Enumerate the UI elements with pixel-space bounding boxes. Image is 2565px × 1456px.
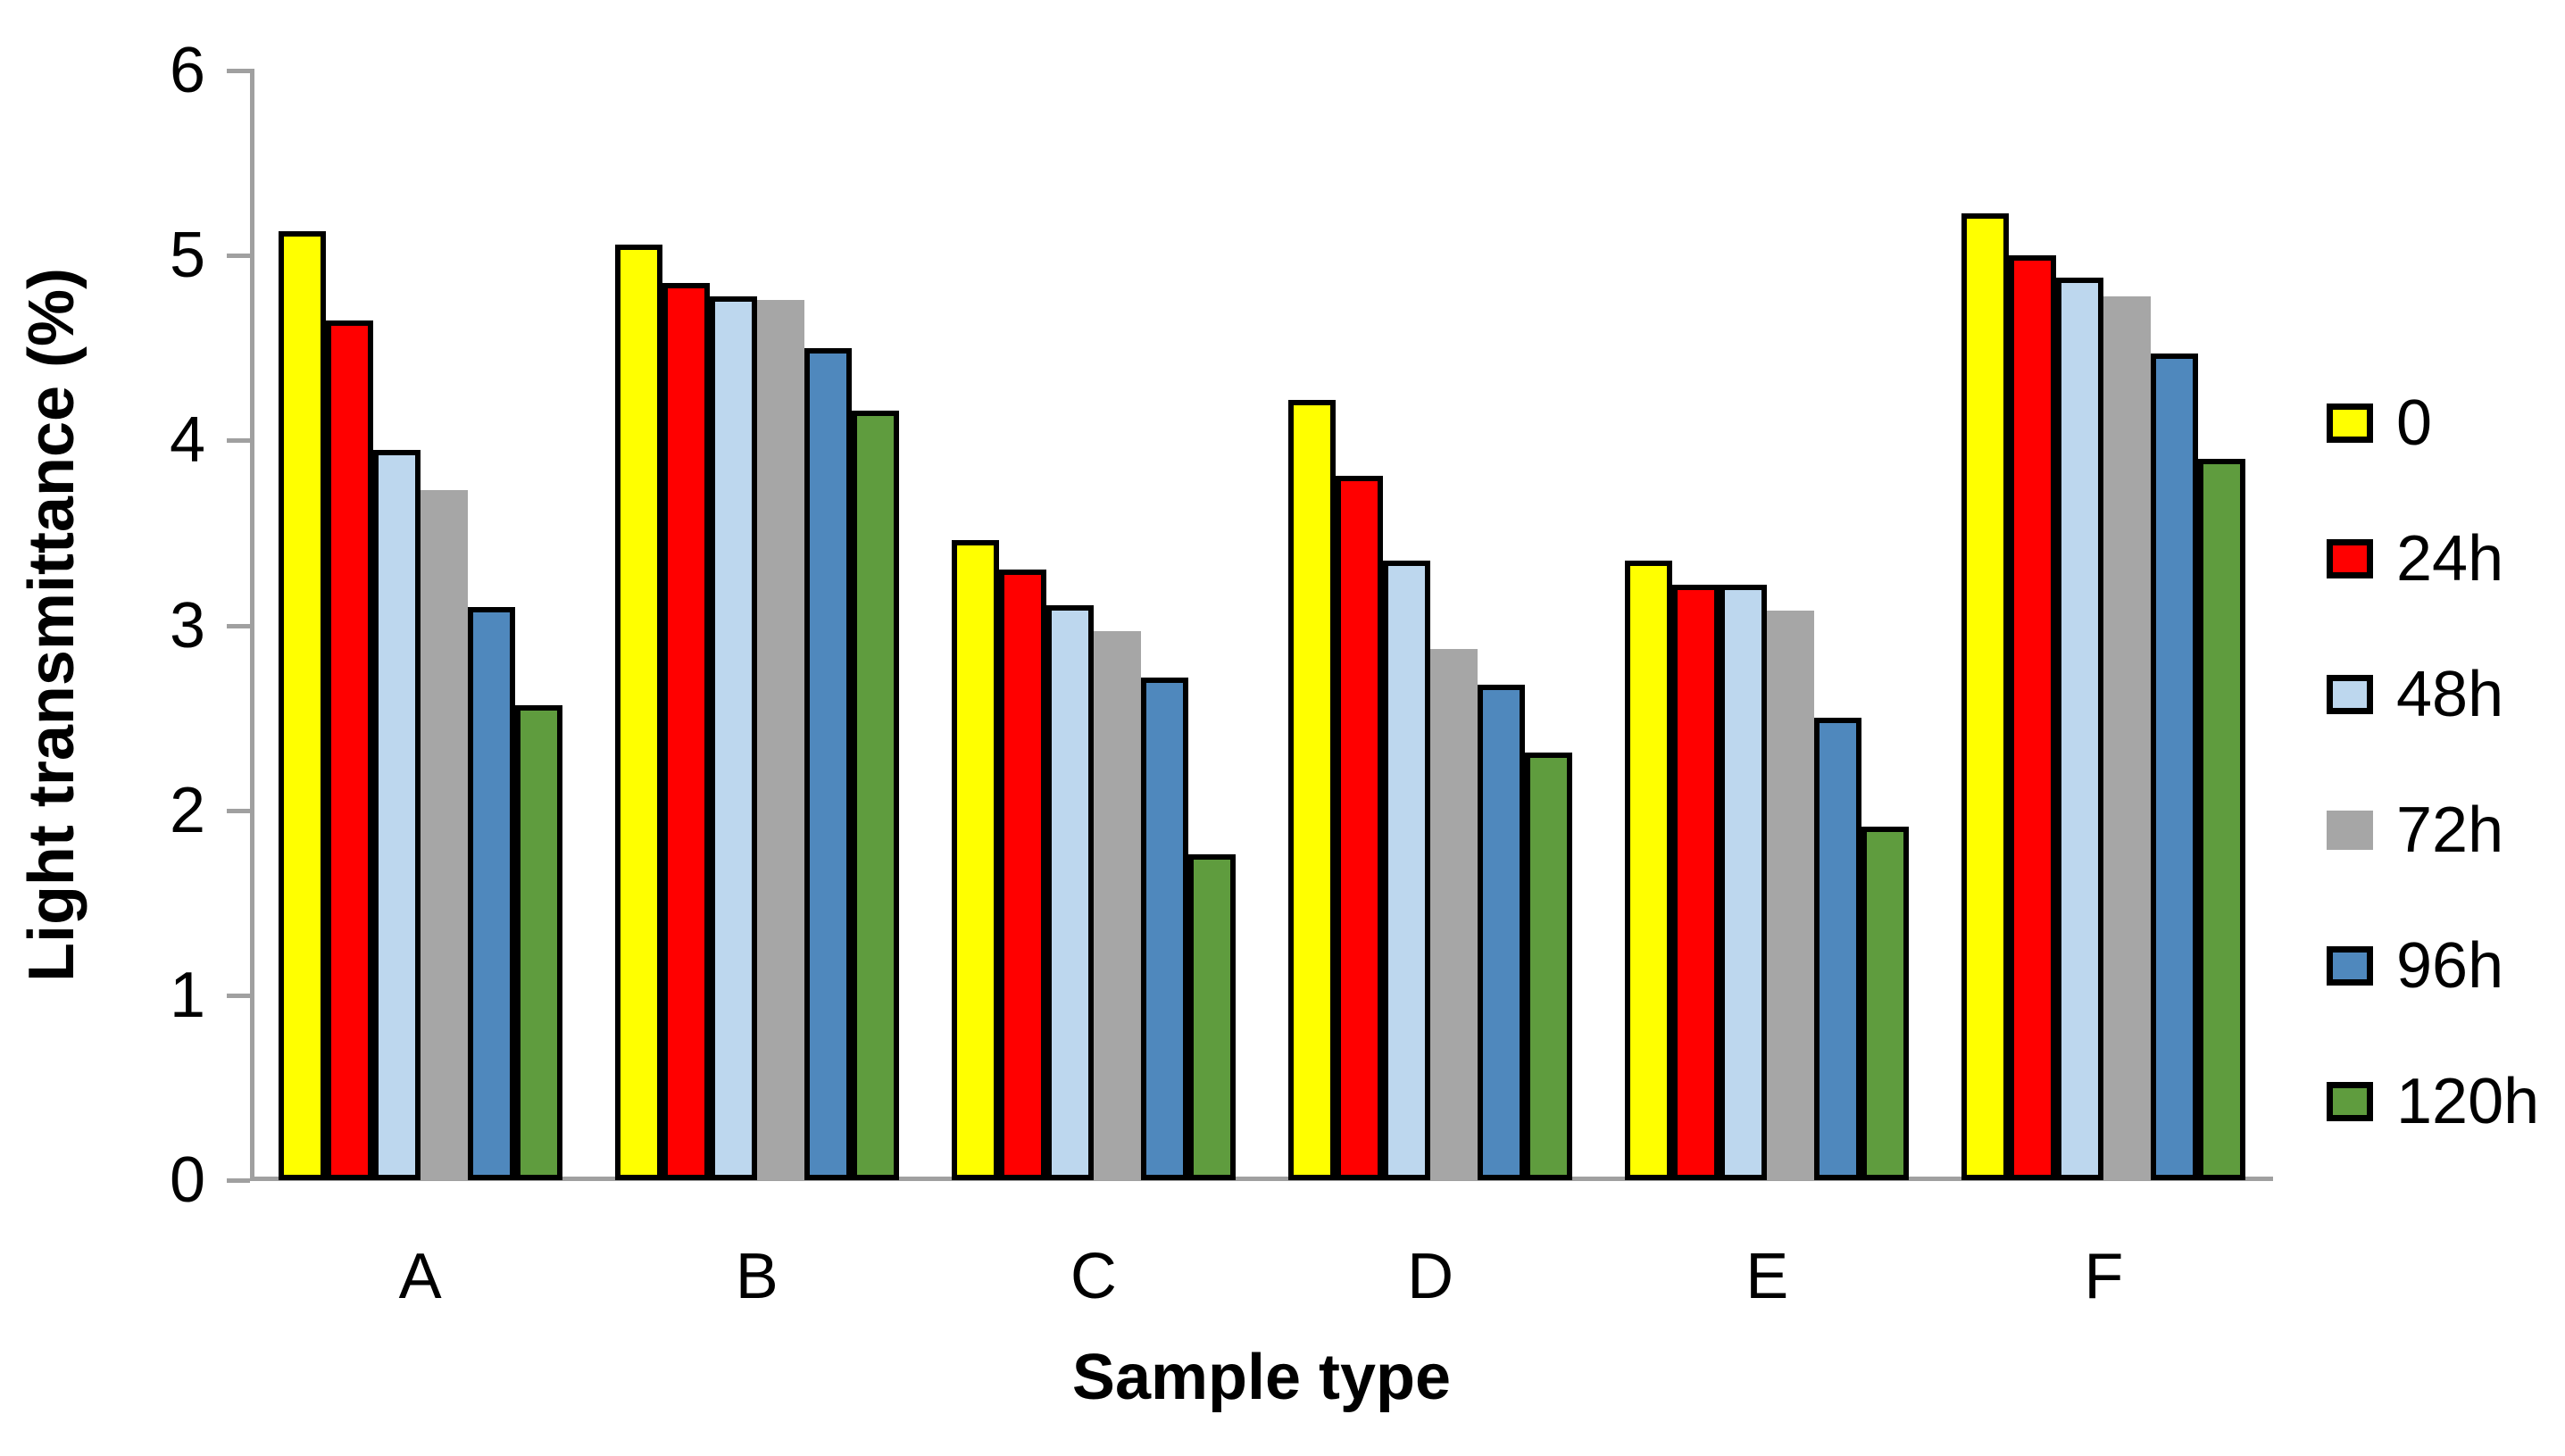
legend-entry-0: 0 (2327, 391, 2539, 455)
bar-F-72h (2103, 295, 2152, 1180)
legend-swatch-120h (2327, 1082, 2373, 1121)
bar-A-24h (325, 320, 373, 1180)
bar-E-120h (1861, 827, 1910, 1180)
bar-D-120h (1525, 753, 1573, 1180)
legend-entry-72h: 72h (2327, 798, 2539, 862)
bar-B-24h (662, 283, 710, 1180)
x-category-label-F: F (2084, 1241, 2124, 1312)
bar-C-120h (1187, 854, 1236, 1180)
legend-label-0: 0 (2396, 387, 2433, 459)
legend-label-48h: 48h (2396, 659, 2504, 730)
y-tick-label: 3 (169, 589, 205, 661)
x-category-label-A: A (398, 1241, 442, 1312)
x-category-label-E: E (1745, 1241, 1789, 1312)
y-tick-label: 1 (169, 959, 205, 1031)
bar-E-0 (1625, 560, 1673, 1180)
bar-F-120h (2198, 459, 2246, 1180)
legend-label-72h: 72h (2396, 795, 2504, 866)
legend-label-24h: 24h (2396, 523, 2504, 595)
y-axis-tick (227, 623, 250, 628)
y-axis-tick (227, 254, 250, 259)
x-category-label-D: D (1407, 1241, 1454, 1312)
y-axis-tick (227, 808, 250, 813)
legend-entry-24h: 24h (2327, 527, 2539, 591)
bar-B-96h (804, 347, 852, 1180)
bar-A-48h (372, 449, 421, 1180)
bar-F-96h (2151, 353, 2199, 1180)
bar-E-48h (1720, 584, 1768, 1180)
legend-label-120h: 120h (2396, 1066, 2540, 1137)
legend-swatch-24h (2327, 539, 2373, 578)
bar-C-48h (1045, 604, 1094, 1180)
bar-A-120h (514, 704, 562, 1180)
legend-entry-96h: 96h (2327, 934, 2539, 998)
bar-B-48h (709, 295, 757, 1180)
legend-swatch-72h (2327, 811, 2373, 850)
legend-entry-120h: 120h (2327, 1069, 2539, 1134)
bar-B-72h (756, 299, 804, 1180)
bar-B-120h (851, 411, 899, 1180)
bar-C-96h (1140, 677, 1188, 1180)
y-axis-tick (227, 69, 250, 73)
y-tick-label: 5 (169, 220, 205, 292)
bar-B-0 (614, 244, 662, 1180)
y-axis-line (250, 69, 254, 1181)
y-axis-tick (227, 438, 250, 444)
x-axis-line (250, 1177, 2273, 1181)
legend-entry-48h: 48h (2327, 662, 2539, 727)
legend-label-96h: 96h (2396, 930, 2504, 1002)
x-axis-title: Sample type (1071, 1342, 1452, 1413)
bar-D-24h (1336, 475, 1384, 1180)
y-axis-title: Light transmittance (%) (16, 267, 87, 983)
x-category-label-C: C (1070, 1241, 1117, 1312)
bar-D-72h (1430, 649, 1478, 1180)
bar-A-0 (278, 231, 326, 1180)
y-tick-label: 2 (169, 774, 205, 846)
y-tick-label: 0 (169, 1144, 205, 1216)
bar-D-0 (1288, 399, 1337, 1180)
bar-A-72h (420, 490, 468, 1180)
legend-swatch-0 (2327, 404, 2373, 443)
x-category-label-B: B (735, 1241, 779, 1312)
legend-swatch-48h (2327, 675, 2373, 714)
y-axis-tick (227, 1178, 250, 1183)
bar-C-0 (951, 540, 999, 1180)
bar-C-72h (1093, 630, 1141, 1180)
legend: 0 24h 48h 72h 96h 120h (2327, 391, 2539, 1218)
legend-swatch-96h (2327, 946, 2373, 986)
bar-F-24h (2009, 255, 2057, 1180)
bar-C-24h (998, 570, 1046, 1180)
y-tick-label: 6 (169, 35, 205, 106)
y-axis-tick (227, 993, 250, 998)
y-tick-label: 4 (169, 404, 205, 477)
bar-A-96h (467, 606, 515, 1180)
bar-D-96h (1478, 684, 1526, 1180)
bar-E-72h (1767, 610, 1815, 1180)
bar-F-0 (1961, 212, 2010, 1180)
bar-E-24h (1672, 584, 1720, 1180)
bar-D-48h (1383, 560, 1431, 1180)
bar-E-96h (1814, 718, 1862, 1180)
bar-F-48h (2056, 278, 2104, 1180)
